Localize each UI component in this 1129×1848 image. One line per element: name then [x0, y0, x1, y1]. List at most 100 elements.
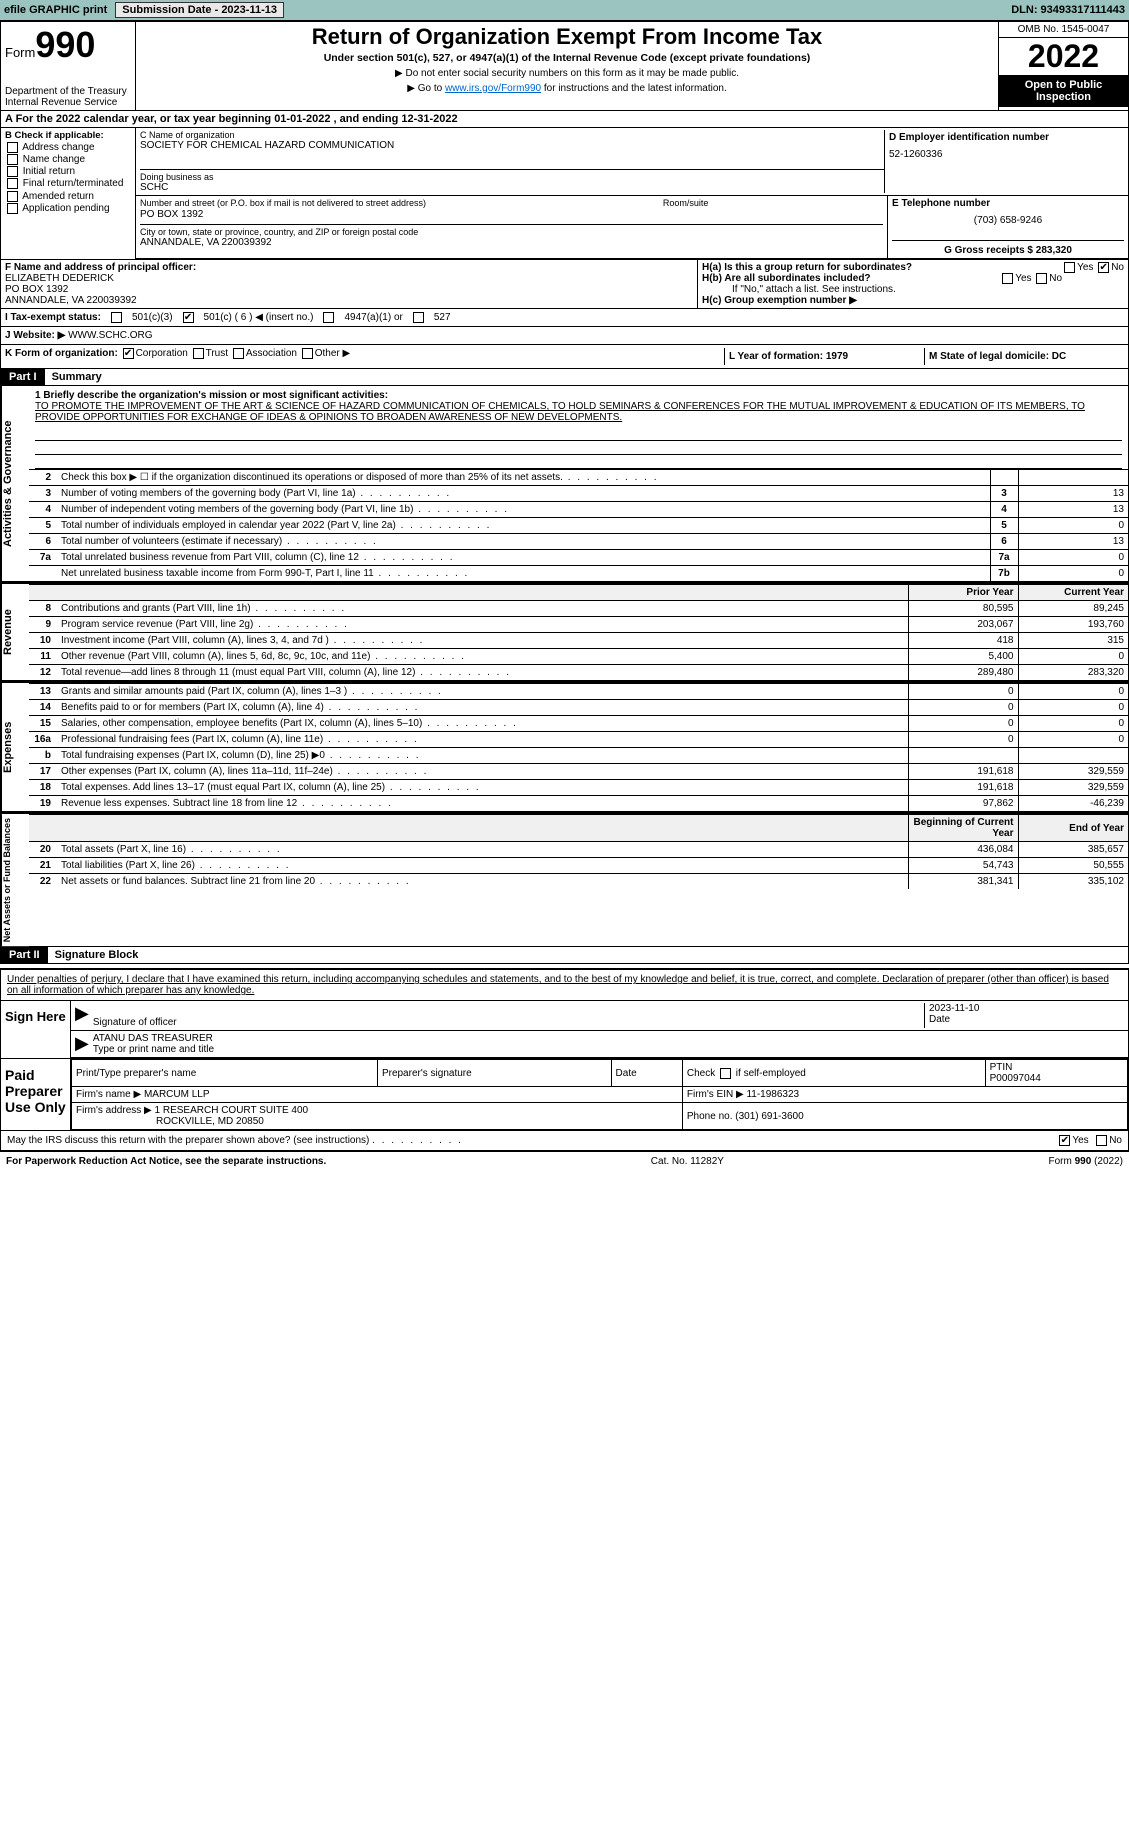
side-netassets: Net Assets or Fund Balances — [1, 814, 29, 946]
line-no: 13 — [29, 684, 57, 700]
line-value: 13 — [1018, 486, 1128, 502]
part2-header: Part II Signature Block — [0, 947, 1129, 964]
line-text: Net unrelated business taxable income fr… — [57, 566, 990, 582]
note2-post: for instructions and the latest informat… — [541, 83, 727, 94]
line-no: 7a — [29, 550, 57, 566]
dba: SCHC — [140, 182, 884, 193]
f-name: ELIZABETH DEDERICK — [5, 273, 693, 284]
current-val: 193,760 — [1018, 617, 1128, 633]
line-no: 15 — [29, 716, 57, 732]
hc: H(c) Group exemption number ▶ — [702, 295, 1124, 306]
chk-pending: Application pending — [5, 203, 131, 214]
firm-addr: Firm's address ▶ 1 RESEARCH COURT SUITE … — [72, 1103, 683, 1130]
discuss-no[interactable] — [1096, 1135, 1107, 1146]
k-other[interactable] — [302, 348, 313, 359]
dln: DLN: 93493317111443 — [1011, 4, 1125, 16]
city-label: City or town, state or province, country… — [140, 227, 883, 237]
f-addr2: ANNANDALE, VA 220039392 — [5, 295, 693, 306]
i-501c[interactable] — [183, 312, 194, 323]
hb-yes[interactable] — [1002, 273, 1013, 284]
current-val: 0 — [1018, 700, 1128, 716]
part2-title: Signature Block — [51, 947, 143, 963]
line-text: Total number of individuals employed in … — [57, 518, 990, 534]
prior-val: 289,480 — [908, 665, 1018, 681]
city: ANNANDALE, VA 220039392 — [140, 237, 883, 248]
line-no: 21 — [29, 858, 57, 874]
line-num-ref — [990, 470, 1018, 486]
box-f: F Name and address of principal officer:… — [1, 260, 698, 308]
prior-val: 191,618 — [908, 780, 1018, 796]
line-text: Professional fundraising fees (Part IX, … — [57, 732, 908, 748]
submission-date-button[interactable]: Submission Date - 2023-11-13 — [115, 2, 284, 18]
current-val: 385,657 — [1018, 842, 1128, 858]
box-l: L Year of formation: 1979 — [724, 348, 924, 365]
phone-label: E Telephone number — [892, 198, 1124, 209]
line-value: 0 — [1018, 566, 1128, 582]
chk-name: Name change — [5, 154, 131, 165]
line-text: Total unrelated business revenue from Pa… — [57, 550, 990, 566]
end-year-hdr: End of Year — [1018, 815, 1128, 842]
ha-no[interactable] — [1098, 262, 1109, 273]
begin-year-hdr: Beginning of Current Year — [908, 815, 1018, 842]
blank-line — [35, 455, 1122, 469]
line-num-ref: 6 — [990, 534, 1018, 550]
i-4947[interactable] — [323, 312, 334, 323]
line-text: Investment income (Part VIII, column (A)… — [57, 633, 908, 649]
f-addr1: PO BOX 1392 — [5, 284, 693, 295]
signature-block: Under penalties of perjury, I declare th… — [0, 968, 1129, 1151]
phone: (703) 658-9246 — [892, 215, 1124, 226]
box-m: M State of legal domicile: DC — [924, 348, 1124, 365]
ha-yes[interactable] — [1064, 262, 1075, 273]
omb: OMB No. 1545-0047 — [999, 22, 1128, 38]
mission-text: TO PROMOTE THE IMPROVEMENT OF THE ART & … — [35, 401, 1122, 423]
ha: H(a) Is this a group return for subordin… — [702, 262, 912, 273]
line-no: 19 — [29, 796, 57, 812]
form-title: Return of Organization Exempt From Incom… — [142, 24, 992, 50]
line-text: Check this box ▶ ☐ if the organization d… — [57, 470, 990, 486]
line-no: 18 — [29, 780, 57, 796]
inspection: Open to Public Inspection — [999, 75, 1128, 107]
prior-val: 80,595 — [908, 601, 1018, 617]
line-text: Total fundraising expenses (Part IX, col… — [57, 748, 908, 764]
officer-name: ATANU DAS TREASURER — [93, 1033, 1124, 1044]
i-label: I Tax-exempt status: — [5, 312, 101, 323]
blank-line — [35, 427, 1122, 441]
k-assoc[interactable] — [233, 348, 244, 359]
firm-name: Firm's name ▶ MARCUM LLP — [72, 1087, 683, 1103]
current-val: 89,245 — [1018, 601, 1128, 617]
discuss-yes[interactable] — [1059, 1135, 1070, 1146]
line-no: 8 — [29, 601, 57, 617]
chk-final: Final return/terminated — [5, 178, 131, 189]
line-no: 5 — [29, 518, 57, 534]
line-value: 13 — [1018, 502, 1128, 518]
i-527[interactable] — [413, 312, 424, 323]
expenses-table: 13Grants and similar amounts paid (Part … — [29, 683, 1128, 811]
current-val: 329,559 — [1018, 764, 1128, 780]
footer-left: For Paperwork Reduction Act Notice, see … — [6, 1156, 326, 1167]
sig-date: 2023-11-10 — [929, 1003, 1124, 1014]
line-no: 17 — [29, 764, 57, 780]
i-501c3[interactable] — [111, 312, 122, 323]
netassets-table: Beginning of Current YearEnd of Year 20T… — [29, 814, 1128, 889]
declaration: Under penalties of perjury, I declare th… — [1, 970, 1128, 1000]
discuss-row: May the IRS discuss this return with the… — [1, 1130, 1128, 1150]
line-value: 0 — [1018, 550, 1128, 566]
line-text: Grants and similar amounts paid (Part IX… — [57, 684, 908, 700]
irs-link[interactable]: www.irs.gov/Form990 — [445, 83, 541, 94]
j-val: WWW.SCHC.ORG — [68, 330, 152, 341]
line-no: b — [29, 748, 57, 764]
k-corp[interactable] — [123, 348, 134, 359]
row-j: J Website: ▶ WWW.SCHC.ORG — [0, 327, 1129, 345]
k-trust[interactable] — [193, 348, 204, 359]
form-note2: ▶ Go to www.irs.gov/Form990 for instruct… — [142, 83, 992, 94]
box-g: G Gross receipts $ 283,320 — [892, 240, 1124, 256]
line-text: Other expenses (Part IX, column (A), lin… — [57, 764, 908, 780]
line-text: Number of voting members of the governin… — [57, 486, 990, 502]
date-label: Date — [929, 1014, 950, 1025]
prior-val: 54,743 — [908, 858, 1018, 874]
current-val: 0 — [1018, 684, 1128, 700]
line-text: Total liabilities (Part X, line 26) — [57, 858, 908, 874]
addr: PO BOX 1392 — [140, 209, 883, 220]
hb-no[interactable] — [1036, 273, 1047, 284]
side-governance: Activities & Governance — [1, 386, 29, 581]
